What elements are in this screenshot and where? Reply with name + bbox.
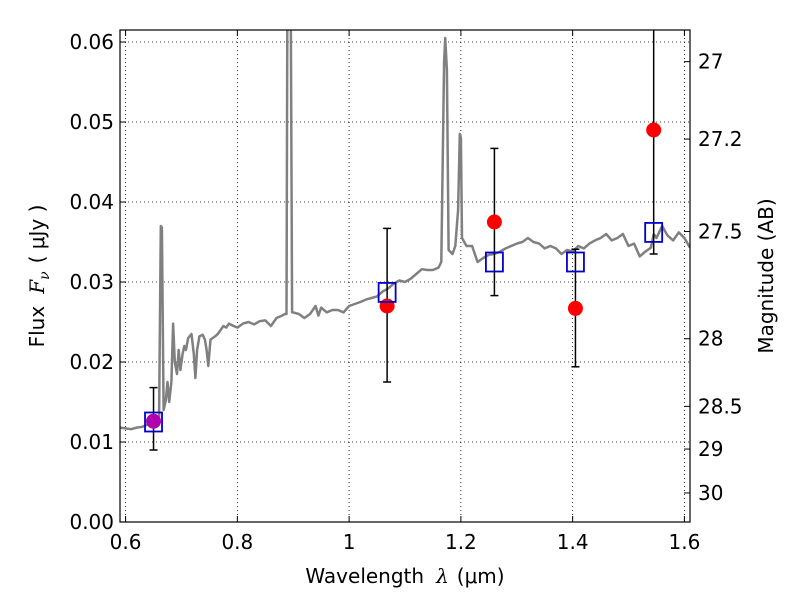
- model-photometry-square: [566, 251, 585, 273]
- model-photometry-square: [644, 221, 664, 243]
- y2-tick-label: 27.5: [698, 220, 743, 244]
- y-tick-label: 0.03: [69, 270, 114, 294]
- model-spectrum-line: [120, 30, 690, 431]
- y-tick-label: 0.06: [69, 30, 114, 54]
- y-tick-label: 0.02: [69, 350, 114, 374]
- y-axis-label-text: Flux: [25, 306, 49, 348]
- y-axis-subscript: ν: [37, 271, 53, 280]
- observed-flux-point: [146, 413, 162, 429]
- x-tick-label: 1.6: [669, 530, 701, 554]
- y-tick-label: 0.00: [69, 510, 114, 534]
- y-axis-label: Flux Fν ( μJy ): [25, 205, 53, 348]
- y-axis-unit: ( μJy ): [25, 205, 49, 264]
- x-tick-label: 1: [343, 530, 356, 554]
- x-axis-label: Wavelength λ (μm): [305, 564, 504, 588]
- y2-tick-label: 30: [698, 481, 723, 505]
- y-tick-label: 0.04: [69, 190, 114, 214]
- x-tick-label: 1.4: [557, 530, 589, 554]
- x-tick-label: 0.8: [221, 530, 253, 554]
- x-tick-label: 1.2: [445, 530, 477, 554]
- y2-tick-label: 28: [698, 327, 723, 351]
- model-photometry-square: [485, 251, 504, 273]
- y2-tick-label: 27: [698, 50, 723, 74]
- data-layer: [120, 30, 690, 431]
- ticks: 0.6 0.8 1 1.2 1.4 1.6 0.00 0.01 0.02 0.03 0.04 0.05…: [69, 30, 743, 554]
- model-photometry-square: [144, 411, 163, 433]
- y-tick-label: 0.01: [69, 430, 114, 454]
- y2-tick-label: 29: [698, 437, 723, 461]
- plot-frame: [119, 29, 691, 523]
- observed-flux-point: [486, 214, 502, 230]
- y2-axis-label: Magnitude (AB): [754, 198, 778, 353]
- y2-tick-label: 28.5: [698, 394, 743, 418]
- model-photometry-square: [377, 281, 397, 303]
- x-axis-label-text: Wavelength: [305, 564, 424, 588]
- y-tick-label: 0.05: [69, 110, 114, 134]
- y-axis-symbol: F: [25, 279, 49, 295]
- observed-flux-point: [646, 122, 662, 138]
- x-tick-label: 0.6: [110, 530, 142, 554]
- errorbar-layer: [144, 30, 664, 451]
- x-axis-unit: (μm): [457, 564, 505, 588]
- observed-flux-point: [379, 298, 395, 314]
- plot-background: [120, 30, 690, 522]
- y2-tick-label: 27.2: [698, 127, 743, 151]
- x-axis-symbol: λ: [435, 564, 449, 588]
- observed-flux-point: [567, 300, 583, 316]
